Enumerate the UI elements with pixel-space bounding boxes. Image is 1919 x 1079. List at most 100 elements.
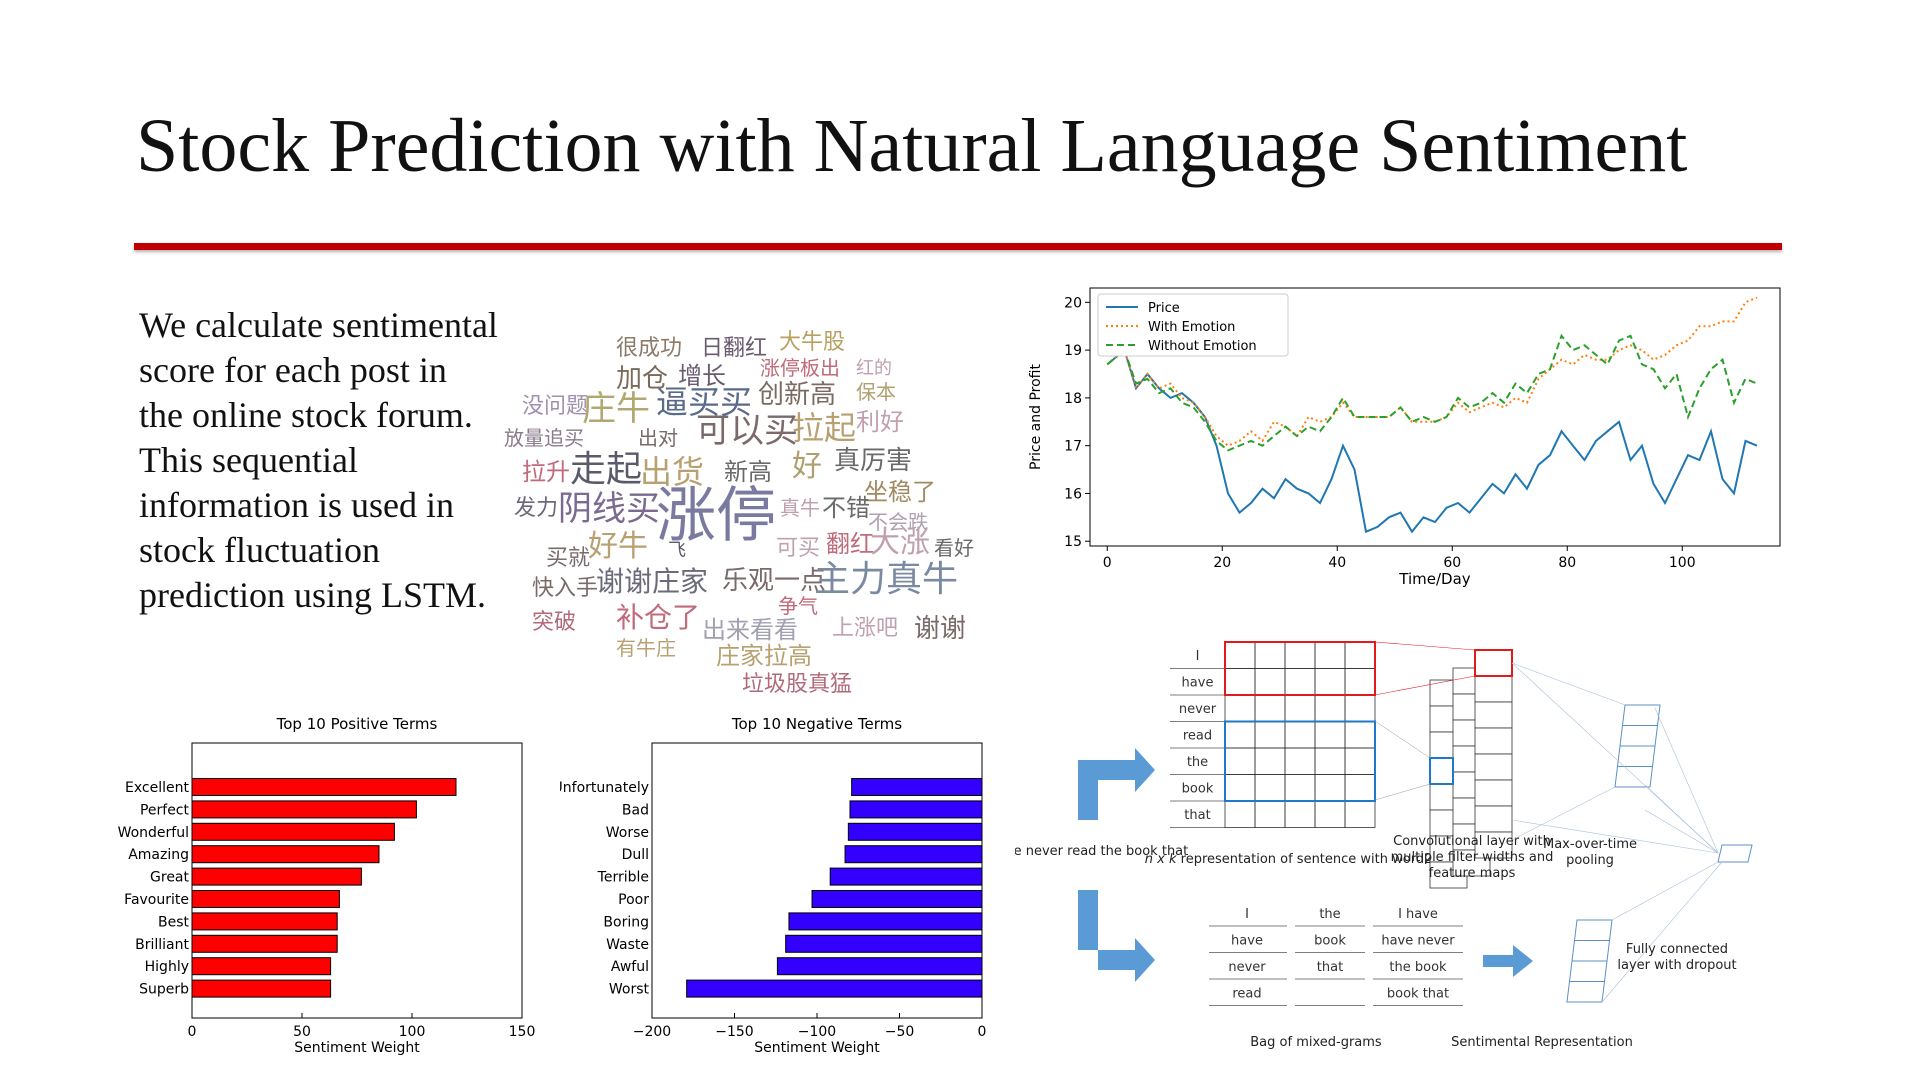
connector [1374, 783, 1431, 801]
word-cloud-term: 走起 [570, 449, 643, 490]
word-cloud-term: 好 [792, 449, 822, 484]
negative-terms-panel: Top 10 Negative Terms Unfortunately Bad Wor… [553, 705, 1000, 1060]
x-tick-label: 100 [1669, 555, 1696, 571]
word-cloud-term: 不会跌 [868, 510, 928, 534]
word-cloud-term: 争气 [778, 594, 818, 618]
category-label: Superb [139, 982, 189, 998]
matrix-cell [1284, 721, 1316, 749]
input-sentence-label: I have never read the book that [1015, 844, 1188, 859]
x-axis-label: Sentiment Weight [754, 1040, 880, 1055]
feature-map-cell [1474, 727, 1513, 755]
word-cloud-term: 可买 [776, 536, 821, 561]
word-cloud-term: 乐观一点 [722, 566, 827, 596]
connector [1511, 819, 1719, 854]
x-tick-label: −50 [885, 1024, 915, 1040]
bag-caption: Bag of mixed-grams [1250, 1035, 1382, 1050]
bar [851, 778, 983, 796]
pool-caption: pooling [1566, 853, 1614, 868]
word-cloud-term: 红的 [856, 358, 892, 379]
connector [1644, 784, 1719, 854]
bar [844, 845, 983, 864]
bar [191, 822, 395, 841]
bag-token: never [1228, 960, 1266, 975]
bag-token: I have [1398, 907, 1438, 922]
matrix-cell [1314, 668, 1346, 696]
category-label: Dull [622, 847, 649, 863]
bar [785, 934, 983, 953]
category-label: Favourite [124, 892, 189, 908]
x-tick-label: 50 [293, 1024, 311, 1040]
bag-token: book [1314, 934, 1346, 949]
category-label: Awful [611, 959, 649, 975]
feature-map-cell [1452, 849, 1491, 877]
bar [191, 979, 332, 998]
bar [191, 912, 338, 931]
arrow-down-icon [1078, 890, 1155, 982]
word-cloud-term: 补仓了 [616, 601, 701, 634]
word-cloud: 很成功 日翻红 大牛股 加仓 增长 涨停板出 红的 没问题 庄牛 逼买买 创新高 保本 放量追买 出对 可以… [496, 320, 1036, 700]
token-label: never [1179, 702, 1217, 717]
bar [776, 957, 983, 976]
bar [191, 778, 457, 796]
bar [191, 845, 380, 864]
fc-caption: Fully connected [1626, 942, 1728, 957]
matrix-caption: n x k representation of sentence with wo… [1145, 852, 1455, 867]
y-tick-label: 20 [1064, 295, 1082, 311]
y-tick-label: 19 [1064, 343, 1082, 359]
x-tick-label: 80 [1558, 555, 1576, 571]
x-axis-label: Sentiment Weight [294, 1040, 420, 1055]
matrix-cell [1314, 800, 1346, 828]
category-label: Unfortunately [560, 780, 649, 796]
matrix-cell [1284, 694, 1316, 722]
matrix-cell [1254, 774, 1286, 802]
legend-label: Without Emotion [1148, 339, 1257, 354]
bar [849, 800, 983, 819]
x-tick-label: 0 [1103, 555, 1112, 571]
price-profit-line-chart: 0 20 40 60 80 100 15 16 17 18 19 20 Time/Day Price an… [1028, 287, 1781, 588]
matrix-cell [1224, 641, 1256, 669]
word-cloud-term: 涨停 [656, 481, 776, 551]
word-cloud-term: 谢谢庄家 [596, 565, 709, 598]
matrix-cell [1224, 800, 1256, 828]
matrix-cell [1314, 721, 1346, 749]
matrix-cell [1314, 694, 1346, 722]
legend-label: With Emotion [1148, 320, 1235, 335]
word-cloud-term: 大牛股 [779, 330, 846, 355]
matrix-cell [1254, 721, 1286, 749]
bag-token: the [1319, 907, 1340, 922]
matrix-cell [1344, 800, 1376, 828]
bag-token: read [1232, 987, 1261, 1002]
connector [1511, 662, 1626, 706]
matrix-cell [1344, 668, 1376, 696]
word-cloud-term: 庄家拉高 [716, 642, 812, 670]
x-tick-label: −200 [633, 1024, 671, 1040]
slide-title: Stock Prediction with Natural Language S… [136, 104, 1688, 188]
y-tick-label: 17 [1064, 439, 1082, 455]
bag-token: I [1245, 907, 1249, 922]
y-axis-label: Price and Profit [1028, 364, 1044, 470]
pool-caption: Max-over-time [1543, 837, 1637, 852]
category-label: Worse [606, 825, 649, 841]
matrix-cell [1224, 721, 1256, 749]
word-cloud-term: 增长 [678, 362, 726, 390]
word-cloud-term: 日翻红 [701, 336, 768, 361]
word-cloud-term: 买就 [546, 546, 591, 571]
word-cloud-term: 逼买买 [656, 383, 753, 421]
series-line [1106, 348, 1758, 534]
feature-map-cell [1474, 805, 1513, 833]
connector [1374, 641, 1476, 651]
category-label: Boring [603, 914, 649, 930]
token-label: I [1196, 649, 1200, 664]
word-cloud-term: 加仓 [616, 364, 669, 394]
fc-caption: layer with dropout [1617, 958, 1736, 973]
word-cloud-term: 出货 [640, 453, 705, 491]
word-cloud-term: 翻红 [826, 530, 874, 558]
bag-token: have never [1381, 934, 1455, 949]
feature-map-cell [1474, 779, 1513, 807]
category-label: Poor [618, 892, 649, 908]
negative-terms-bar-chart: Top 10 Negative Terms Unfortunately Bad Wor… [553, 715, 987, 1056]
word-cloud-term: 坐稳了 [864, 478, 936, 506]
x-tick-label: 100 [399, 1024, 426, 1040]
word-cloud-term: 利好 [856, 408, 904, 436]
